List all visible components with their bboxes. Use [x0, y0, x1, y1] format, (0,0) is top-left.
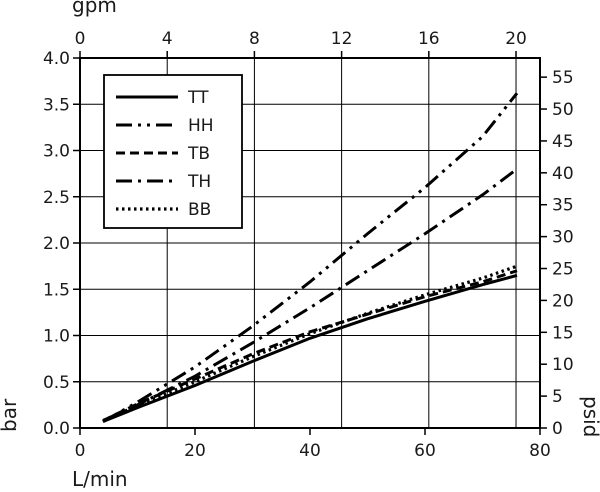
legend-items: TT HH TB TH BB	[116, 88, 214, 220]
legend-label-tt: TT	[187, 88, 209, 108]
legend-label-tb: TB	[187, 144, 210, 164]
grid	[80, 58, 540, 428]
y-tick-label: 4.0	[43, 49, 70, 69]
x2-tick-label: 0	[75, 29, 86, 49]
series-line-tb	[102, 269, 518, 422]
y-axis-title: bar	[0, 398, 21, 432]
y-tick-label: 3.0	[43, 142, 70, 162]
y-tick-label: 3.5	[43, 95, 70, 115]
legend-label-th: TH	[187, 172, 211, 192]
x2-axis-title: gpm	[72, 0, 117, 17]
x-tick-label: 80	[529, 441, 551, 461]
tick-labels: 0 4 8 12 16 200.00.51.01.52.02.53.03.54.00 20 4…	[43, 29, 574, 461]
y2-tick-label: 25	[552, 260, 574, 280]
y-tick-label: 0.5	[43, 373, 70, 393]
y-tick-label: 0.0	[43, 419, 70, 439]
x2-tick-label: 8	[249, 29, 260, 49]
y2-tick-label: 0	[552, 419, 563, 439]
x-axis-title: L/min	[72, 467, 128, 491]
y2-tick-label: 5	[552, 387, 563, 407]
y2-tick-label: 55	[552, 68, 574, 88]
y2-tick-label: 10	[552, 355, 574, 375]
y-tick-label: 2.0	[43, 234, 70, 254]
series-line-hh	[102, 92, 519, 423]
y2-tick-label: 40	[552, 164, 574, 184]
x-tick-label: 40	[299, 441, 321, 461]
series-line-bb	[102, 264, 518, 423]
x2-tick-label: 16	[418, 29, 440, 49]
axis-ticks	[73, 51, 547, 435]
y2-tick-label: 50	[552, 100, 574, 120]
x-tick-label: 20	[184, 441, 206, 461]
legend: TT HH TB TH BB	[103, 74, 243, 229]
y2-tick-label: 15	[552, 323, 574, 343]
x2-tick-label: 4	[162, 29, 173, 49]
x-tick-label: 60	[414, 441, 436, 461]
y2-tick-label: 35	[552, 196, 574, 216]
x2-tick-label: 12	[331, 29, 353, 49]
y-tick-label: 1.5	[43, 280, 70, 300]
series-lines	[102, 92, 519, 423]
y-tick-label: 1.0	[43, 327, 70, 347]
x-tick-label: 0	[75, 441, 86, 461]
y2-tick-label: 45	[552, 132, 574, 152]
legend-label-hh: HH	[188, 116, 214, 136]
y2-axis-title: psid	[579, 396, 600, 437]
x2-tick-label: 20	[505, 29, 527, 49]
y-tick-label: 2.5	[43, 188, 70, 208]
series-line-tt	[102, 273, 518, 423]
y2-tick-label: 30	[552, 228, 574, 248]
legend-label-bb: BB	[188, 200, 211, 220]
y2-tick-label: 20	[552, 291, 574, 311]
